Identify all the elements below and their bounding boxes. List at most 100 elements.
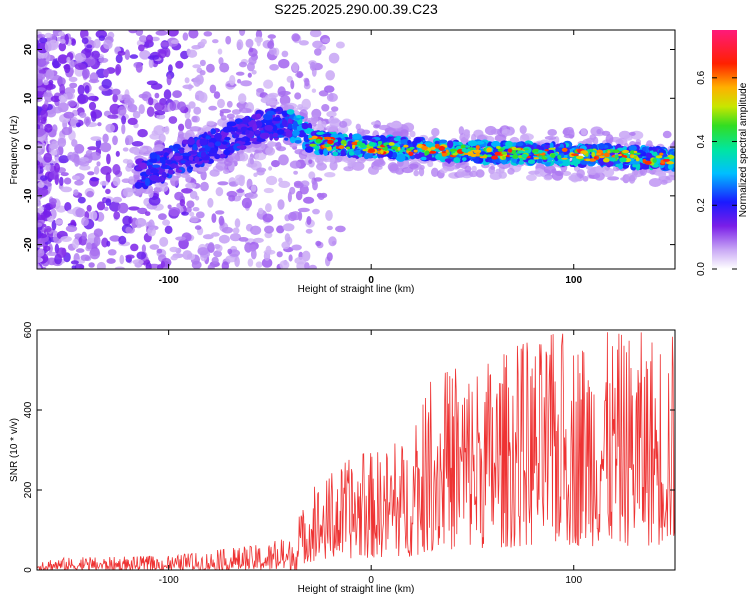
- heatmap-cell: [271, 160, 280, 168]
- colorbar-tick-label: 0.6: [696, 70, 707, 84]
- heatmap-cell: [229, 75, 236, 86]
- heatmap-cell: [494, 151, 501, 156]
- heatmap-cell: [302, 141, 307, 150]
- heatmap-cell: [59, 176, 64, 186]
- heatmap-cell: [305, 228, 313, 234]
- heatmap-cell: [335, 225, 346, 233]
- heatmap-cell: [403, 144, 409, 148]
- heatmap-cell: [74, 63, 87, 70]
- heatmap-cell: [407, 139, 412, 145]
- heatmap-cell: [595, 153, 602, 155]
- heatmap-cell: [96, 261, 106, 269]
- heatmap-cell: [272, 120, 280, 124]
- heatmap-cell: [160, 41, 170, 47]
- heatmap-cell: [256, 113, 261, 119]
- heatmap-cell: [189, 126, 202, 132]
- heatmap-cell: [418, 167, 425, 177]
- heatmap-cell: [88, 101, 97, 111]
- heatmap-cell: [279, 94, 291, 106]
- heatmap-cell: [287, 123, 293, 130]
- heatmap-cell: [180, 160, 187, 164]
- heatmap-cell: [77, 94, 89, 104]
- heatmap-cell: [356, 128, 365, 135]
- heatmap-cell: [74, 143, 85, 154]
- heatmap-cell: [575, 155, 584, 160]
- heatmap-cell: [122, 147, 129, 152]
- heatmap-cell: [50, 95, 61, 103]
- heatmap-cell: [198, 92, 208, 103]
- heatmap-cell: [235, 71, 245, 76]
- heatmap-cell: [603, 157, 610, 163]
- heatmap-cell: [90, 210, 98, 221]
- heatmap-cell: [356, 141, 363, 146]
- heatmap-cell: [250, 249, 257, 260]
- heatmap-cell: [672, 140, 675, 147]
- heatmap-cell: [316, 131, 324, 135]
- heatmap-cell: [594, 172, 605, 181]
- heatmap-cell: [622, 146, 628, 151]
- heatmap-cell: [340, 149, 346, 157]
- heatmap-cell: [189, 211, 195, 217]
- heatmap-cell: [150, 83, 163, 90]
- snr-series-line: [37, 332, 675, 570]
- heatmap-cell: [117, 106, 127, 116]
- heatmap-cell: [537, 158, 543, 164]
- heatmap-cell: [538, 149, 544, 154]
- heatmap-cell: [311, 135, 318, 139]
- heatmap-cell: [284, 137, 289, 141]
- heatmap-cell: [269, 64, 279, 71]
- heatmap-cell: [324, 172, 336, 178]
- heatmap-cell: [115, 150, 120, 157]
- heatmap-cell: [381, 138, 391, 142]
- heatmap-cell: [240, 137, 247, 142]
- heatmap-cell: [648, 178, 662, 187]
- heatmap-cell: [194, 225, 202, 230]
- heatmap-cell: [184, 118, 192, 130]
- heatmap-cell: [159, 156, 166, 164]
- heatmap-cell: [211, 232, 220, 237]
- heatmap-cell: [181, 211, 189, 216]
- heatmap-cell: [464, 165, 472, 173]
- heatmap-cell: [284, 233, 291, 243]
- heatmap-cell: [455, 163, 461, 169]
- heatmap-cell: [44, 123, 53, 133]
- heatmap-cell: [332, 146, 337, 150]
- heatmap-cell: [69, 67, 74, 75]
- heatmap-cell: [607, 176, 620, 181]
- heatmap-cell: [348, 133, 353, 140]
- heatmap-cell: [228, 152, 241, 163]
- heatmap-cell: [267, 34, 276, 39]
- heatmap-cell: [550, 153, 556, 159]
- heatmap-cell: [153, 144, 166, 152]
- heatmap-cell: [545, 155, 551, 158]
- heatmap-cell: [441, 151, 446, 154]
- heatmap-cell: [227, 248, 233, 255]
- heatmap-cell: [601, 130, 611, 136]
- heatmap-cell: [37, 58, 47, 67]
- heatmap-cell: [141, 175, 146, 181]
- heatmap-cell: [169, 101, 177, 112]
- heatmap-cell: [294, 256, 307, 265]
- heatmap-cell: [234, 218, 241, 228]
- heatmap-cell: [154, 102, 165, 111]
- heatmap-cell: [401, 146, 405, 150]
- heatmap-cell: [513, 148, 522, 151]
- heatmap-cell: [188, 101, 196, 109]
- heatmap-cell: [37, 137, 44, 142]
- heatmap-cell: [553, 160, 564, 165]
- heatmap-cell: [236, 145, 246, 149]
- heatmap-cell: [49, 198, 57, 205]
- heatmap-cell: [168, 116, 178, 124]
- heatmap-cell: [415, 138, 422, 143]
- heatmap-cell: [409, 130, 416, 138]
- heatmap-cell: [64, 33, 69, 45]
- heatmap-cell: [236, 188, 245, 193]
- heatmap-cell: [48, 171, 59, 180]
- heatmap-cell: [212, 39, 219, 44]
- heatmap-cell: [129, 104, 138, 113]
- heatmap-cell: [345, 146, 351, 150]
- heatmap-cell: [207, 142, 215, 148]
- heatmap-cell: [48, 243, 53, 254]
- colorbar-gradient: [712, 30, 737, 269]
